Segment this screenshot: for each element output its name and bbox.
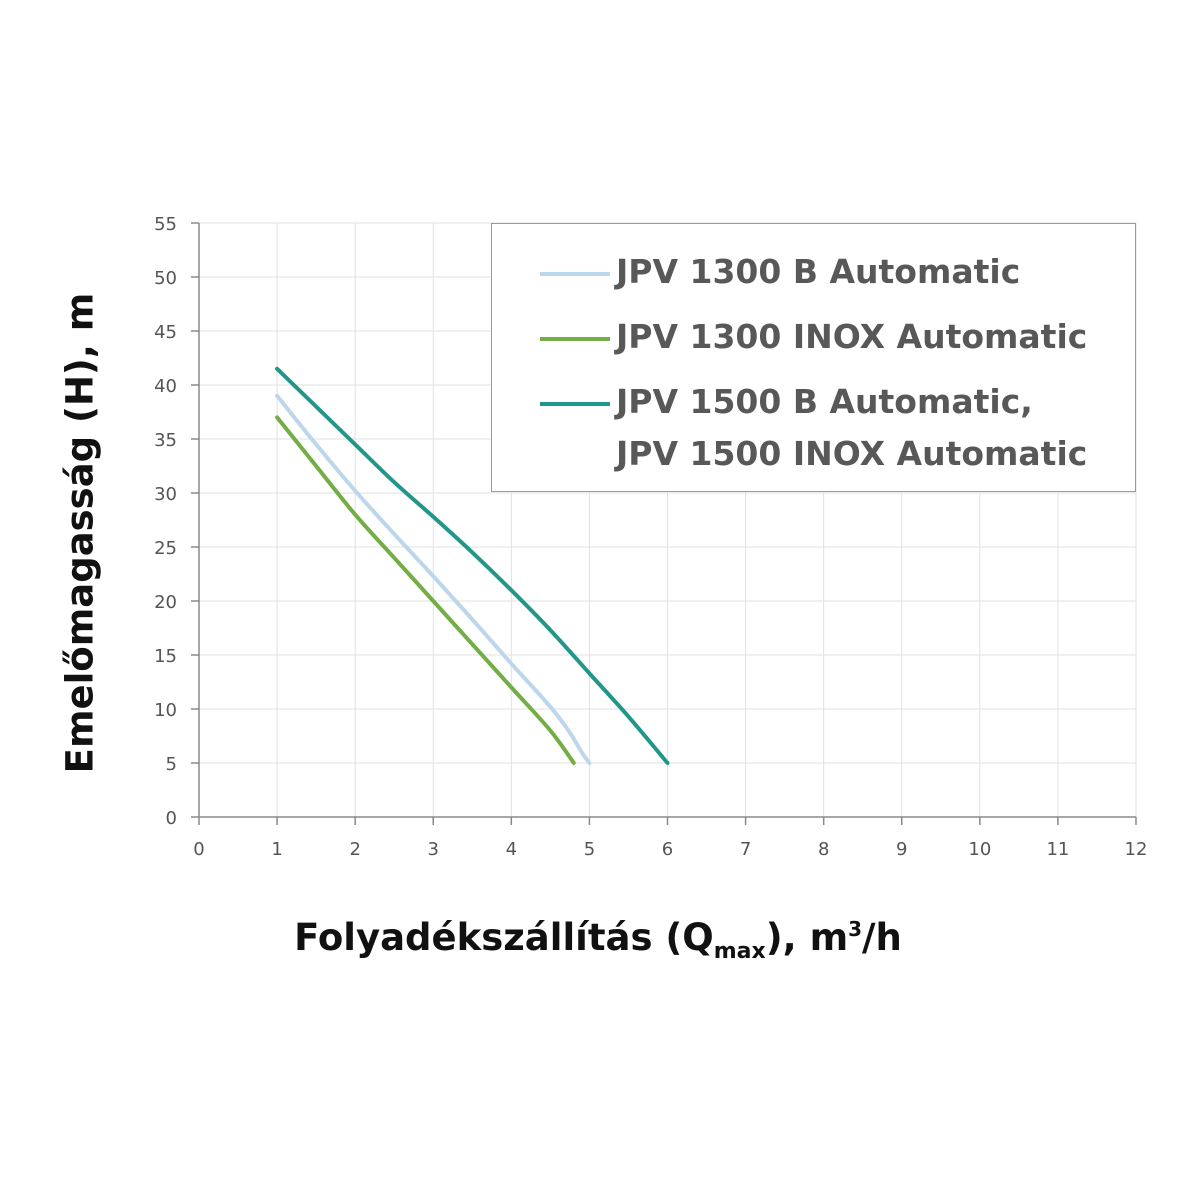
legend-label-jpv-1300-inox: JPV 1300 INOX Automatic bbox=[616, 317, 1088, 356]
legend-item-jpv-1500: JPV 1500 B Automatic, JPV 1500 INOX Auto… bbox=[540, 380, 1087, 480]
legend-swatch-jpv-1500 bbox=[540, 402, 610, 406]
x-tick-label-10: 10 bbox=[968, 839, 991, 860]
x-tick-label-5: 5 bbox=[584, 839, 595, 860]
x-tick-label-9: 9 bbox=[896, 839, 907, 860]
x-tick-label-4: 4 bbox=[506, 839, 517, 860]
x-tick-label-12: 12 bbox=[1125, 839, 1148, 860]
x-axis-label: Folyadékszállítás (Qmax), m3/h bbox=[294, 916, 902, 964]
series-line-2 bbox=[275, 366, 670, 765]
series-lines bbox=[275, 366, 670, 765]
x-axis-label-superscript: 3 bbox=[848, 917, 863, 941]
y-tick-label-55: 55 bbox=[154, 214, 177, 235]
legend-item-jpv-1300-b: JPV 1300 B Automatic bbox=[540, 250, 1020, 298]
legend-label-jpv-1500: JPV 1500 B Automatic, JPV 1500 INOX Auto… bbox=[616, 382, 1088, 473]
x-axis-label-subscript: max bbox=[713, 939, 766, 964]
x-tick-label-11: 11 bbox=[1046, 839, 1069, 860]
y-tick-label-40: 40 bbox=[154, 376, 177, 397]
y-tick-label-30: 30 bbox=[154, 484, 177, 505]
y-tick-label-5: 5 bbox=[166, 754, 177, 775]
x-tick-label-0: 0 bbox=[193, 839, 204, 860]
y-tick-label-20: 20 bbox=[154, 592, 177, 613]
legend: JPV 1300 B Automatic JPV 1300 INOX Autom… bbox=[491, 223, 1136, 492]
axes bbox=[191, 222, 1137, 825]
y-tick-label-25: 25 bbox=[154, 538, 177, 559]
x-tick-label-6: 6 bbox=[662, 839, 673, 860]
y-tick-label-10: 10 bbox=[154, 700, 177, 721]
y-tick-label-50: 50 bbox=[154, 268, 177, 289]
legend-item-jpv-1300-inox: JPV 1300 INOX Automatic bbox=[540, 315, 1087, 363]
y-tick-label-15: 15 bbox=[154, 646, 177, 667]
x-tick-label-7: 7 bbox=[740, 839, 751, 860]
y-tick-label-35: 35 bbox=[154, 430, 177, 451]
x-axis-label-prefix: Folyadékszállítás (Q bbox=[294, 916, 714, 959]
series-line-0 bbox=[275, 393, 592, 765]
x-tick-label-1: 1 bbox=[271, 839, 282, 860]
legend-swatch-jpv-1300-inox bbox=[540, 337, 610, 341]
series-line-1 bbox=[275, 415, 576, 765]
y-tick-label-0: 0 bbox=[166, 808, 177, 829]
x-tick-label-8: 8 bbox=[818, 839, 829, 860]
x-axis-label-mid: ), m bbox=[765, 916, 849, 959]
y-axis-label: Emelőmagasság (H), m bbox=[58, 292, 102, 774]
y-tick-label-45: 45 bbox=[154, 322, 177, 343]
x-tick-label-2: 2 bbox=[349, 839, 360, 860]
x-tick-label-3: 3 bbox=[428, 839, 439, 860]
legend-label-jpv-1300-b: JPV 1300 B Automatic bbox=[616, 252, 1021, 291]
x-axis-label-suffix: /h bbox=[862, 916, 902, 959]
legend-swatch-jpv-1300-b bbox=[540, 272, 610, 276]
